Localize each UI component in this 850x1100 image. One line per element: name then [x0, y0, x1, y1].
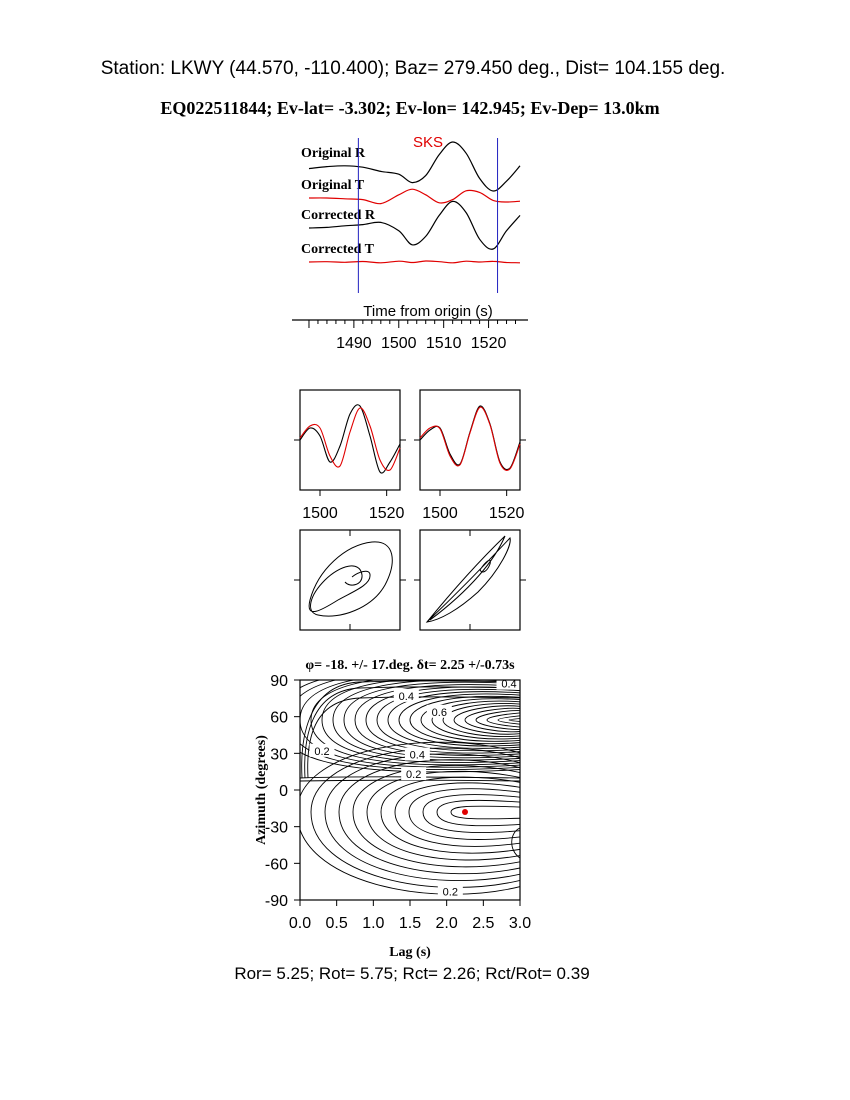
event-info: EQ022511844; Ev-lat= -3.302; Ev-lon= 142… [160, 98, 660, 118]
station-info: Station: LKWY (44.570, -110.400); Baz= 2… [100, 58, 726, 79]
contour-label-bg [404, 747, 430, 761]
seismogram-traces-panel: SKS Original R Original T Corrected R Corre… [292, 134, 528, 352]
energy-contour [453, 705, 520, 735]
azimuth-tick-label: -60 [265, 856, 288, 873]
energy-contour [307, 696, 520, 779]
corrected-waveforms-frame [419, 389, 521, 491]
contour-label-bg [437, 884, 463, 898]
energy-contour [436, 799, 520, 827]
energy-contour [442, 703, 520, 737]
energy-contour [422, 794, 520, 833]
trace-original-t [308, 188, 521, 205]
energy-contour [475, 710, 520, 730]
waveform-tick-label: 1500 [422, 505, 458, 522]
energy-contour [464, 707, 520, 733]
waveform-tick-label: 1520 [489, 505, 525, 522]
lag-tick-label: 1.5 [399, 915, 421, 932]
energy-contour [398, 693, 520, 747]
contour-label-bg [309, 743, 335, 757]
energy-contour [387, 691, 520, 749]
lag-tick-label: 0.5 [326, 915, 348, 932]
trace-label: Corrected T [301, 242, 375, 257]
energy-contour [304, 686, 520, 779]
contour-label: 0.2 [314, 746, 329, 758]
time-tick-label: 1520 [471, 335, 507, 352]
lag-axis-label: Lag (s) [389, 945, 431, 960]
azimuth-tick-label: 0 [279, 783, 288, 800]
time-tick-label: 1490 [336, 335, 372, 352]
phase-label: SKS [413, 134, 443, 151]
radial-waveform [419, 405, 521, 471]
contour-label: 0.6 [432, 707, 447, 719]
lag-tick-label: 3.0 [509, 915, 531, 932]
radial-waveform [299, 404, 401, 474]
lag-tick-label: 0.0 [289, 915, 311, 932]
lag-tick-label: 1.0 [362, 915, 384, 932]
lag-tick-label: 2.0 [436, 915, 458, 932]
energy-grid-title: φ= -18. +/- 17.deg. δt= 2.25 +/-0.73s [305, 658, 515, 673]
energy-contour [310, 747, 520, 888]
azimuth-tick-label: 90 [270, 673, 288, 690]
waveform-tick-label: 1500 [302, 505, 338, 522]
contour-label-bg [426, 704, 452, 718]
energy-contour [376, 688, 520, 752]
azimuth-axis-label: Azimuth (degrees) [254, 735, 269, 845]
contour-label-bg [393, 688, 419, 702]
azimuth-tick-label: -30 [265, 820, 288, 837]
azimuth-tick-label: 60 [270, 710, 288, 727]
energy-contour [310, 680, 520, 766]
energy-contour [508, 718, 520, 722]
time-tick-label: 1500 [381, 335, 417, 352]
trace-original-r [308, 141, 521, 192]
energy-contour [380, 776, 520, 854]
contour-label: 0.4 [399, 691, 414, 703]
energy-contour [408, 788, 520, 840]
original-waveforms-frame [299, 389, 401, 491]
energy-contour [431, 700, 520, 740]
energy-contour [324, 753, 520, 882]
energy-contour [352, 765, 520, 868]
energy-contour [338, 759, 520, 875]
energy-contour [420, 698, 520, 742]
trace-corrected-t [308, 260, 521, 264]
energy-contour [394, 782, 520, 847]
trace-corrected-r [308, 200, 521, 250]
energy-contour [354, 684, 520, 756]
energy-contour [300, 680, 520, 770]
azimuth-tick-label: 30 [270, 746, 288, 763]
best-fit-marker[interactable] [462, 809, 468, 815]
original-particle-motion-frame [299, 529, 401, 631]
time-tick-label: 1510 [426, 335, 462, 352]
energy-contour [450, 805, 520, 820]
contour-label-bg [401, 767, 427, 781]
trace-label: Original T [301, 178, 365, 193]
trace-label: Original R [301, 146, 366, 161]
energy-contour [300, 680, 520, 768]
energy-contour [321, 680, 520, 763]
transverse-waveform [419, 406, 521, 471]
energy-contour [365, 686, 520, 754]
corrected-particle-motion [425, 535, 511, 623]
azimuth-tick-label: -90 [265, 893, 288, 910]
pm-ticks [294, 530, 526, 630]
energy-contour [343, 681, 520, 759]
contour-label: 0.2 [443, 886, 458, 898]
contour-label: 0.2 [406, 769, 421, 781]
original-particle-motion [308, 541, 393, 617]
energy-contour [300, 680, 520, 773]
waveform-tick-label: 1520 [369, 505, 405, 522]
energy-contour [497, 715, 520, 725]
lag-tick-label: 2.5 [472, 915, 494, 932]
energy-contour [301, 680, 520, 779]
transverse-waveform [299, 407, 401, 471]
trace-label: Corrected R [301, 208, 376, 223]
energy-contour [366, 770, 520, 861]
energy-contour [486, 712, 520, 728]
contour-label: 0.4 [410, 750, 425, 762]
splitting-stats: Ror= 5.25; Rot= 5.75; Rct= 2.26; Rct/Rot… [234, 964, 590, 983]
time-axis-label: Time from origin (s) [363, 303, 492, 320]
energy-contour [300, 741, 520, 895]
contour-label: 0.4 [501, 679, 516, 691]
